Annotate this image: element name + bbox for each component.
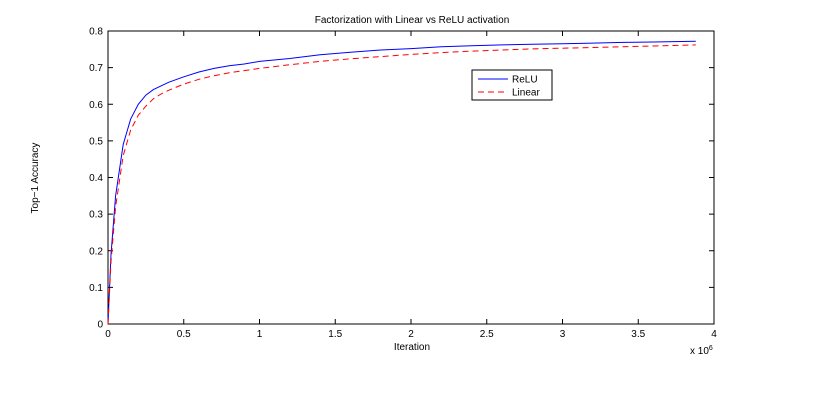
chart-title: Factorization with Linear vs ReLU activa…	[315, 15, 510, 26]
series-line-relu	[107, 40, 696, 325]
x-tick-label: 1	[257, 329, 263, 340]
x-multiplier-base: x 10	[690, 346, 709, 357]
y-tick-label: 0.4	[89, 173, 103, 184]
x-axis-label: Iteration	[394, 342, 430, 353]
legend-box	[471, 69, 553, 101]
legend: ReLU Linear	[471, 69, 553, 101]
x-tick-label: 1.5	[328, 329, 342, 340]
y-tick-label: 0.5	[89, 136, 103, 147]
axes-box	[107, 30, 715, 325]
x-tick-label: 3.5	[631, 329, 645, 340]
y-tick-label: 0.7	[89, 63, 103, 74]
x-multiplier-exponent: 6	[709, 345, 713, 352]
y-tick-label: 0.1	[89, 283, 103, 294]
x-tick-label: 4	[711, 329, 717, 340]
x-multiplier: x 106	[690, 345, 713, 357]
x-tick-label: 3	[560, 329, 566, 340]
y-axis-label: Top−1 Accuracy	[30, 143, 41, 214]
legend-label-linear: Linear	[512, 88, 540, 99]
x-tick-label: 2	[408, 329, 414, 340]
series-line-linear	[107, 44, 696, 325]
legend-label-relu: ReLU	[512, 75, 538, 86]
x-tick-label: 0	[105, 329, 111, 340]
y-tick-label: 0.2	[89, 246, 103, 257]
y-tick-label: 0	[97, 320, 103, 331]
x-tick-label: 2.5	[480, 329, 494, 340]
plot-area: 0 0.5 1 1.5 2 2.5 3 3.5 4 0 0.1 0.2 0.3 0.4 0.5 0.6 0.7 0…	[89, 27, 717, 341]
y-tick-label: 0.6	[89, 100, 103, 111]
y-tick-label: 0.3	[89, 210, 103, 221]
y-tick-label: 0.8	[89, 27, 103, 38]
x-tick-label: 0.5	[177, 329, 191, 340]
